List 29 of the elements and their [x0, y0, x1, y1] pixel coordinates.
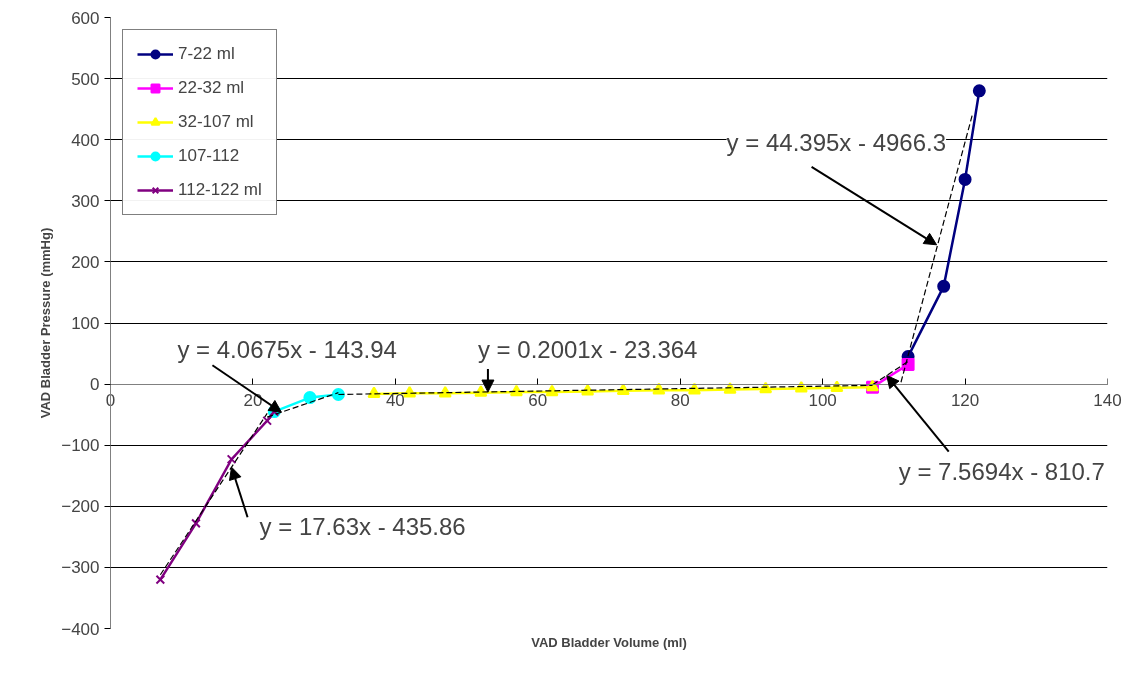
x-tick-label: 140 — [1093, 390, 1122, 410]
annotation: y = 0.2001x - 23.364 — [477, 335, 698, 363]
y-tick-label: 600 — [71, 8, 100, 28]
legend-label: 107-112 — [178, 146, 240, 166]
y-tick-label: −200 — [61, 497, 100, 517]
y-tick-label: 200 — [71, 252, 100, 272]
x-tick-label: 100 — [808, 390, 837, 410]
y-tick-label: 0 — [90, 375, 100, 395]
legend-label: 22-32 ml — [178, 78, 245, 98]
x-tick-label: 60 — [528, 390, 548, 410]
annotation: y = 44.395x - 4966.3 — [726, 129, 947, 157]
annotation: y = 4.0675x - 143.94 — [177, 335, 397, 363]
x-tick-label: 120 — [950, 390, 980, 410]
annotation: y = 17.63x - 435.86 — [259, 512, 466, 540]
x-tick-label: 40 — [385, 390, 405, 410]
y-tick-label: 400 — [71, 130, 100, 150]
y-tick-label: 500 — [71, 69, 100, 89]
y-tick-label: −300 — [61, 558, 100, 578]
y-tick-label: −100 — [61, 436, 100, 456]
y-tick-label: 100 — [71, 314, 100, 333]
x-tick-label: 80 — [670, 390, 690, 410]
legend-label: 32-107 ml — [178, 112, 254, 132]
annotation: y = 7.5694x - 810.7 — [898, 458, 1105, 486]
y-axis-title: VAD Bladder Pressure (mmHg) — [38, 227, 54, 419]
legend-label: 112-122 ml — [178, 180, 262, 200]
y-tick-label: 300 — [71, 191, 100, 211]
x-axis-title: VAD Bladder Volume (ml) — [531, 634, 687, 650]
legend-label: 7-22 ml — [178, 44, 235, 64]
y-tick-label: −400 — [61, 619, 100, 639]
